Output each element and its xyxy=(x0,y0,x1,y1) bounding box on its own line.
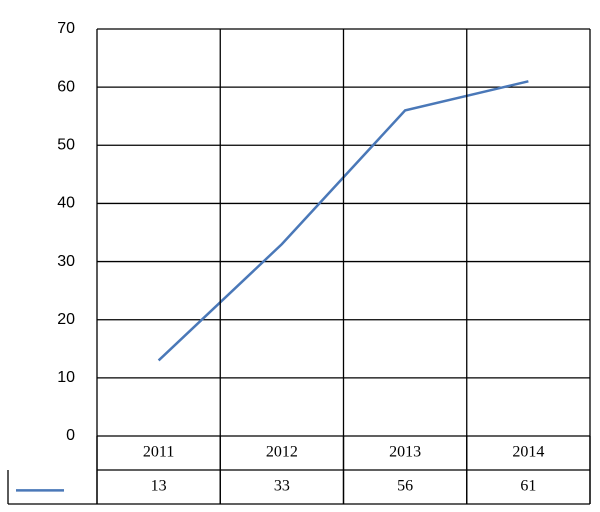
y-tick-label: 70 xyxy=(57,20,75,37)
y-tick-label: 30 xyxy=(57,253,75,270)
data-table-value: 56 xyxy=(397,478,413,495)
y-tick-label: 10 xyxy=(57,369,75,386)
data-table-value: 33 xyxy=(274,478,290,495)
y-tick-label: 40 xyxy=(57,195,75,212)
x-tick-label: 2014 xyxy=(512,444,544,461)
x-tick-label: 2013 xyxy=(389,444,421,461)
y-tick-label: 50 xyxy=(57,137,75,154)
y-tick-label: 60 xyxy=(57,78,75,95)
data-table-value: 61 xyxy=(520,478,536,495)
y-tick-label: 0 xyxy=(66,427,75,444)
x-tick-label: 2011 xyxy=(143,444,174,461)
y-tick-label: 20 xyxy=(57,311,75,328)
x-tick-label: 2012 xyxy=(266,444,298,461)
data-table-value: 13 xyxy=(151,478,167,495)
